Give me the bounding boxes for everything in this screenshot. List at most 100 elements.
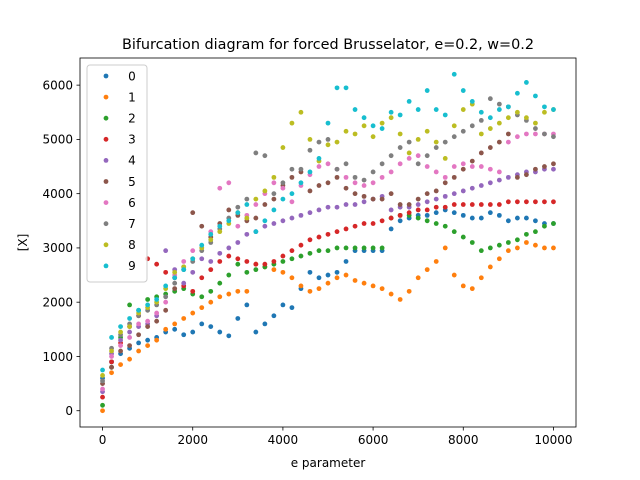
point-series-8-44 bbox=[496, 120, 502, 126]
point-series-1-15 bbox=[235, 288, 241, 294]
point-series-9-22 bbox=[298, 180, 304, 186]
point-series-5-6 bbox=[154, 318, 160, 324]
point-series-6-15 bbox=[235, 223, 241, 229]
point-series-8-26 bbox=[334, 139, 340, 145]
point-series-5-42 bbox=[478, 150, 484, 156]
plot-frame bbox=[79, 57, 577, 428]
point-series-9-43 bbox=[487, 115, 493, 121]
point-series-8-16 bbox=[244, 215, 250, 221]
x-axis: 0 2000 4000 6000 8000 10000 bbox=[99, 427, 573, 447]
point-series-1-7 bbox=[163, 326, 169, 332]
point-series-7-18 bbox=[262, 153, 268, 159]
legend-label-2: 2 bbox=[128, 112, 136, 126]
point-series-6-1 bbox=[109, 354, 114, 359]
x-tick-label-3: 6000 bbox=[358, 433, 389, 447]
point-series-8-8 bbox=[172, 269, 178, 275]
point-series-1-4 bbox=[136, 348, 142, 354]
point-series-5-7 bbox=[163, 307, 169, 313]
point-series-9-20 bbox=[280, 196, 286, 202]
chart-title: Bifurcation diagram for forced Brusselat… bbox=[122, 37, 534, 53]
y-tick-label-1: 1000 bbox=[42, 350, 73, 364]
point-series-3-30 bbox=[370, 221, 376, 226]
point-series-5-28 bbox=[352, 191, 358, 197]
point-series-6-30 bbox=[370, 180, 376, 186]
point-series-8-25 bbox=[325, 142, 331, 148]
point-series-2-40 bbox=[460, 234, 466, 240]
point-series-8-28 bbox=[352, 131, 358, 137]
point-series-3-34 bbox=[406, 210, 412, 216]
point-series-3-19 bbox=[271, 259, 277, 264]
point-series-1-0 bbox=[100, 408, 105, 414]
point-series-3-47 bbox=[524, 199, 529, 205]
point-series-9-46 bbox=[514, 90, 520, 96]
point-series-3-14 bbox=[226, 253, 232, 259]
point-series-6-25 bbox=[325, 161, 331, 167]
point-series-8-19 bbox=[271, 174, 277, 180]
point-series-6-35 bbox=[415, 153, 421, 159]
point-series-3-7 bbox=[163, 269, 169, 275]
point-series-5-33 bbox=[397, 202, 403, 207]
point-series-1-1 bbox=[109, 370, 114, 376]
point-series-3-44 bbox=[496, 202, 502, 207]
point-series-0-8 bbox=[172, 326, 178, 332]
point-series-5-36 bbox=[424, 191, 430, 197]
point-series-0-9 bbox=[181, 332, 187, 338]
point-series-0-44 bbox=[496, 212, 502, 218]
point-series-6-13 bbox=[217, 185, 223, 191]
point-series-1-50 bbox=[551, 245, 556, 251]
point-series-4-24 bbox=[316, 207, 322, 213]
point-series-9-29 bbox=[361, 115, 367, 121]
point-series-4-13 bbox=[217, 250, 223, 256]
point-series-9-32 bbox=[388, 109, 394, 115]
point-series-9-39 bbox=[451, 71, 457, 77]
legend-marker-7 bbox=[103, 221, 109, 227]
point-series-8-34 bbox=[406, 150, 412, 156]
point-series-0-43 bbox=[487, 210, 493, 216]
point-series-5-44 bbox=[496, 139, 502, 145]
point-series-7-15 bbox=[235, 204, 241, 210]
point-series-9-35 bbox=[415, 107, 421, 112]
point-series-4-22 bbox=[298, 212, 304, 218]
point-series-5-35 bbox=[415, 196, 421, 202]
point-series-6-4 bbox=[136, 321, 142, 327]
point-series-3-21 bbox=[289, 248, 295, 254]
y-tick-label-5: 5000 bbox=[42, 133, 73, 147]
point-series-3-33 bbox=[397, 212, 403, 218]
point-series-8-47 bbox=[524, 115, 529, 121]
point-series-8-21 bbox=[289, 120, 295, 126]
point-series-5-30 bbox=[370, 196, 376, 202]
point-series-9-13 bbox=[217, 223, 223, 229]
point-series-2-16 bbox=[244, 269, 250, 275]
point-series-9-37 bbox=[433, 107, 439, 112]
point-series-4-12 bbox=[208, 259, 214, 264]
point-series-4-18 bbox=[262, 223, 268, 229]
point-series-1-32 bbox=[388, 291, 394, 297]
point-series-9-15 bbox=[235, 210, 241, 216]
point-series-6-2 bbox=[118, 343, 123, 348]
series-9 bbox=[100, 71, 556, 373]
point-series-2-48 bbox=[533, 229, 538, 235]
point-series-8-29 bbox=[361, 123, 367, 129]
point-series-0-25 bbox=[325, 272, 331, 278]
point-series-9-27 bbox=[343, 85, 349, 91]
point-series-9-36 bbox=[424, 88, 430, 93]
legend-box bbox=[86, 64, 148, 283]
point-series-6-32 bbox=[388, 169, 394, 175]
point-series-6-29 bbox=[361, 183, 367, 188]
point-series-9-41 bbox=[469, 99, 475, 104]
point-series-5-25 bbox=[325, 180, 331, 186]
point-series-3-43 bbox=[487, 202, 493, 207]
legend-label-5: 5 bbox=[128, 175, 136, 189]
point-series-4-27 bbox=[343, 202, 349, 207]
point-series-0-5 bbox=[145, 337, 151, 343]
point-series-4-35 bbox=[415, 202, 421, 207]
point-series-2-38 bbox=[442, 223, 448, 229]
point-series-4-3 bbox=[127, 329, 132, 335]
point-series-0-11 bbox=[199, 321, 205, 327]
point-series-6-39 bbox=[451, 164, 457, 169]
point-series-7-40 bbox=[460, 128, 466, 134]
point-series-2-42 bbox=[478, 248, 484, 254]
point-series-9-6 bbox=[154, 297, 160, 302]
point-series-2-0 bbox=[100, 402, 105, 408]
point-series-9-26 bbox=[334, 85, 340, 91]
